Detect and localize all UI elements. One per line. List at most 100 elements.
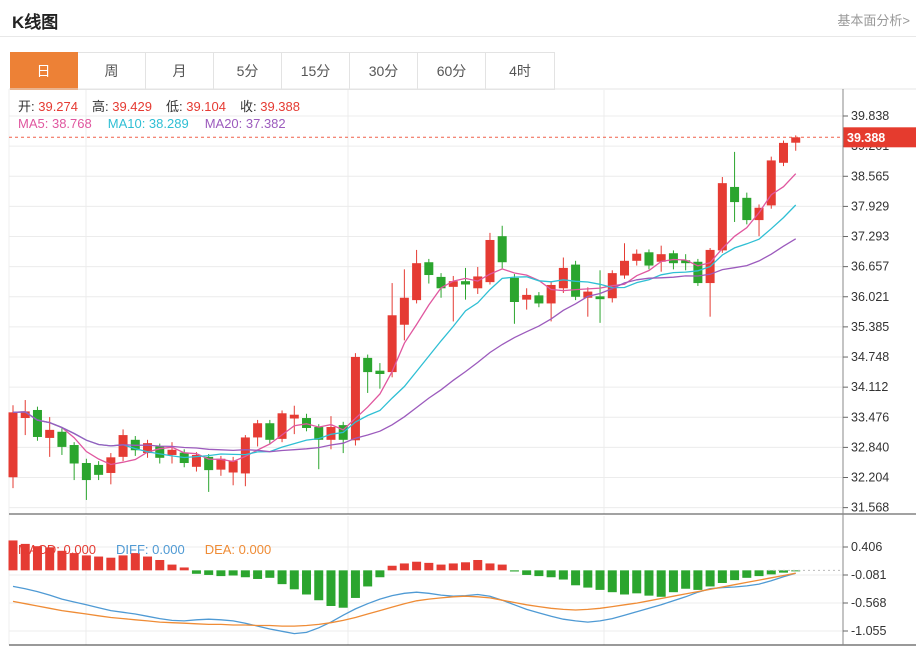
macd-bar[interactable] — [167, 564, 177, 571]
candle[interactable] — [620, 243, 629, 279]
candle[interactable] — [240, 435, 250, 487]
candle[interactable] — [424, 258, 434, 284]
macd-bar[interactable] — [314, 570, 324, 601]
macd-bar[interactable] — [81, 555, 91, 571]
candle[interactable] — [436, 273, 446, 298]
candle[interactable] — [94, 461, 104, 481]
macd-bar[interactable] — [546, 570, 556, 578]
macd-bar[interactable] — [607, 570, 617, 593]
candle[interactable] — [167, 442, 177, 464]
candle[interactable] — [191, 452, 201, 472]
candle[interactable] — [632, 249, 642, 266]
macd-bar[interactable] — [497, 564, 507, 571]
macd-bar[interactable] — [412, 561, 422, 571]
tab-日[interactable]: 日 — [10, 52, 78, 90]
macd-bar[interactable] — [754, 570, 764, 577]
macd-bar[interactable] — [399, 563, 409, 571]
candle[interactable] — [412, 249, 422, 304]
candle[interactable] — [45, 417, 55, 457]
macd-bar[interactable] — [338, 570, 348, 608]
candle[interactable] — [778, 140, 788, 167]
candle[interactable] — [57, 427, 67, 455]
macd-bar[interactable] — [289, 570, 299, 590]
macd-bar[interactable] — [461, 562, 471, 571]
candle[interactable] — [81, 458, 91, 500]
macd-bar[interactable] — [705, 570, 715, 587]
candle[interactable] — [791, 135, 801, 151]
macd-bar[interactable] — [265, 570, 275, 578]
candle[interactable] — [32, 406, 42, 441]
candle[interactable] — [314, 424, 324, 470]
macd-bar[interactable] — [583, 570, 593, 588]
macd-bar[interactable] — [106, 557, 116, 571]
candle[interactable] — [20, 400, 30, 436]
macd-bar[interactable] — [94, 556, 104, 571]
macd-bar[interactable] — [32, 546, 42, 571]
tab-4时[interactable]: 4时 — [486, 53, 554, 89]
candle[interactable] — [265, 419, 275, 445]
candle[interactable] — [583, 287, 593, 317]
candle[interactable] — [766, 156, 776, 209]
macd-bar[interactable] — [778, 570, 788, 573]
macd-bar[interactable] — [742, 570, 752, 578]
candle[interactable] — [350, 353, 360, 446]
tab-月[interactable]: 月 — [146, 53, 214, 89]
macd-bar[interactable] — [644, 570, 654, 596]
candle[interactable] — [8, 405, 18, 489]
macd-bar[interactable] — [277, 570, 287, 585]
macd-bar[interactable] — [558, 570, 568, 580]
candle[interactable] — [717, 176, 727, 253]
candle[interactable] — [522, 288, 532, 310]
tab-15分[interactable]: 15分 — [282, 53, 350, 89]
macd-bar[interactable] — [45, 547, 55, 571]
macd-bar[interactable] — [350, 570, 360, 598]
macd-bar[interactable] — [595, 570, 605, 590]
candle[interactable] — [656, 245, 666, 272]
macd-bar[interactable] — [632, 570, 642, 594]
candle[interactable] — [461, 267, 471, 300]
tab-30分[interactable]: 30分 — [350, 53, 418, 89]
candle[interactable] — [143, 439, 153, 458]
macd-bar[interactable] — [656, 570, 666, 597]
macd-bar[interactable] — [766, 570, 776, 575]
macd-bar[interactable] — [155, 559, 165, 571]
macd-bar[interactable] — [668, 570, 678, 593]
candle[interactable] — [130, 436, 140, 456]
macd-bar[interactable] — [473, 559, 483, 571]
candle[interactable] — [69, 442, 79, 481]
candle[interactable] — [302, 413, 312, 432]
macd-bar[interactable] — [326, 570, 336, 606]
macd-bar[interactable] — [216, 570, 226, 577]
candle[interactable] — [595, 270, 605, 323]
candle[interactable] — [693, 258, 703, 286]
macd-bar[interactable] — [522, 570, 532, 575]
tab-5分[interactable]: 5分 — [214, 53, 282, 89]
candle[interactable] — [558, 257, 568, 294]
macd-bar[interactable] — [693, 570, 703, 590]
macd-bar[interactable] — [730, 570, 740, 581]
candle[interactable] — [497, 225, 507, 269]
candle[interactable] — [387, 283, 397, 378]
macd-bar[interactable] — [620, 570, 629, 595]
candle[interactable] — [106, 453, 116, 485]
candle[interactable] — [363, 354, 373, 393]
macd-bar[interactable] — [130, 553, 140, 571]
kline-chart[interactable]: 39.83839.20138.56537.92937.29336.65736.0… — [0, 88, 916, 650]
macd-bar[interactable] — [387, 565, 397, 571]
macd-bar[interactable] — [681, 570, 691, 589]
macd-bar[interactable] — [118, 555, 128, 571]
macd-bar[interactable] — [571, 570, 581, 586]
macd-bar[interactable] — [534, 570, 544, 577]
candle[interactable] — [509, 274, 519, 324]
macd-bar[interactable] — [20, 543, 30, 571]
macd-bar[interactable] — [8, 540, 18, 571]
macd-bar[interactable] — [69, 553, 79, 571]
macd-bar[interactable] — [717, 570, 727, 583]
candle[interactable] — [277, 410, 287, 443]
candle[interactable] — [534, 292, 544, 308]
candle[interactable] — [326, 416, 336, 450]
tab-周[interactable]: 周 — [78, 53, 146, 89]
macd-bar[interactable] — [143, 556, 153, 571]
macd-bar[interactable] — [302, 570, 312, 595]
fundamental-analysis-link[interactable]: 基本面分析> — [837, 13, 910, 28]
